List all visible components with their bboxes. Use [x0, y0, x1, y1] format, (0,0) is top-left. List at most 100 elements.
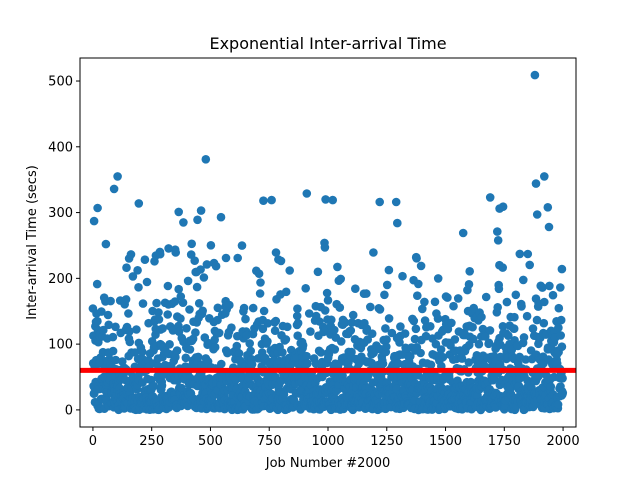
- data-point: [109, 184, 119, 194]
- x-axis-label: Job Number #2000: [265, 456, 391, 471]
- data-point: [320, 306, 330, 315]
- data-point: [515, 249, 525, 259]
- data-point: [256, 278, 265, 287]
- x-tick-label: 2000: [547, 434, 580, 449]
- data-point: [375, 305, 385, 314]
- data-point: [556, 331, 565, 340]
- data-point: [320, 243, 330, 252]
- data-point: [393, 218, 402, 228]
- data-point: [418, 304, 427, 314]
- data-point: [509, 324, 519, 334]
- data-point: [554, 303, 564, 313]
- data-point: [510, 312, 519, 322]
- data-point: [194, 299, 204, 308]
- data-point: [494, 284, 504, 294]
- data-point: [293, 304, 302, 314]
- x-tick-label: 0: [89, 434, 97, 449]
- data-point: [519, 333, 529, 342]
- data-point: [276, 256, 286, 266]
- data-point: [225, 300, 234, 310]
- data-point: [328, 195, 338, 205]
- data-point: [104, 320, 113, 330]
- data-point: [322, 288, 332, 298]
- data-point: [381, 324, 390, 333]
- data-point: [382, 280, 392, 290]
- data-point: [384, 314, 394, 323]
- data-point: [464, 358, 474, 367]
- data-point: [134, 199, 144, 208]
- data-point: [477, 312, 486, 322]
- y-tick-label: 200: [48, 272, 73, 287]
- data-point: [450, 335, 460, 344]
- data-point: [111, 322, 120, 332]
- data-point: [532, 210, 542, 219]
- data-point: [152, 298, 161, 308]
- data-point: [433, 314, 443, 323]
- data-point: [216, 212, 226, 222]
- data-point: [210, 342, 220, 352]
- data-point: [558, 374, 567, 383]
- data-point: [132, 325, 141, 334]
- data-point: [233, 253, 242, 263]
- data-point: [304, 309, 314, 318]
- data-point: [327, 315, 336, 325]
- data-point: [92, 279, 102, 289]
- data-point: [485, 326, 495, 335]
- data-point: [254, 269, 264, 279]
- data-point: [348, 310, 358, 320]
- data-point: [142, 277, 152, 287]
- data-point: [380, 290, 389, 300]
- data-point: [391, 197, 401, 207]
- data-point: [511, 290, 521, 300]
- data-point: [517, 302, 526, 311]
- data-point: [484, 338, 494, 348]
- data-point: [125, 337, 135, 347]
- data-point: [206, 241, 216, 250]
- data-point: [544, 222, 554, 232]
- data-point: [293, 331, 303, 341]
- y-tick-label: 0: [65, 403, 73, 418]
- x-tick-label: 1750: [488, 434, 521, 449]
- data-point: [521, 355, 530, 364]
- data-point: [106, 296, 115, 306]
- data-point: [171, 352, 180, 362]
- data-point: [149, 381, 159, 391]
- data-point: [323, 296, 333, 305]
- data-point: [382, 335, 391, 344]
- data-point: [443, 293, 452, 302]
- data-point: [493, 303, 503, 312]
- data-point: [176, 314, 185, 323]
- data-point: [263, 337, 272, 346]
- data-point: [426, 360, 436, 370]
- data-point: [493, 236, 503, 245]
- data-point: [335, 303, 345, 312]
- data-point: [134, 283, 143, 292]
- data-point: [438, 352, 448, 362]
- data-point: [183, 276, 193, 286]
- data-point: [457, 354, 467, 363]
- data-point: [165, 340, 174, 349]
- data-point: [248, 303, 258, 313]
- data-point: [267, 195, 276, 205]
- data-point: [557, 264, 567, 274]
- data-point: [285, 266, 295, 275]
- data-point: [465, 267, 475, 276]
- data-point: [108, 332, 118, 342]
- data-point: [313, 267, 323, 277]
- data-point: [369, 248, 378, 257]
- data-point: [247, 360, 257, 369]
- data-point: [464, 280, 474, 289]
- points-layer: [88, 70, 568, 415]
- y-tick-label: 300: [48, 206, 73, 221]
- data-point: [447, 318, 456, 328]
- data-point: [99, 325, 108, 335]
- data-point: [530, 70, 540, 80]
- data-point: [406, 351, 415, 361]
- y-axis-ticks: 0 100 200 300 400 500: [48, 75, 80, 418]
- data-point: [138, 299, 148, 308]
- data-point: [103, 310, 113, 320]
- data-point: [138, 347, 147, 357]
- data-point: [124, 309, 133, 318]
- data-point: [211, 261, 221, 271]
- data-point: [192, 282, 202, 292]
